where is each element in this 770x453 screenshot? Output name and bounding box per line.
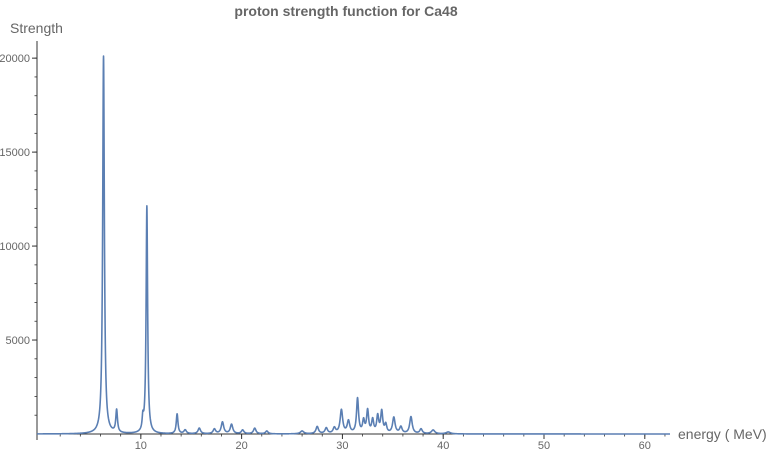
series-layer: [36, 55, 671, 435]
x-tick-label: 30: [336, 440, 348, 452]
x-axis-label: energy ( MeV): [678, 426, 767, 442]
x-axis: 10 20 30 40 50 60: [37, 433, 670, 452]
y-axis-label: Strength: [10, 20, 63, 36]
y-axis: 5000 10000 15000 20000: [0, 41, 38, 440]
x-tick-label: 50: [538, 440, 550, 452]
y-tick-label: 20000: [0, 53, 30, 65]
y-tick-label: 10000: [0, 241, 30, 253]
x-tick-label: 10: [135, 440, 147, 452]
x-tick-label: 60: [639, 440, 651, 452]
chart-title: proton strength function for Ca48: [234, 3, 457, 19]
y-tick-label: 15000: [0, 147, 30, 159]
y-tick-label: 5000: [6, 335, 30, 347]
series-line: [36, 55, 671, 435]
x-tick-label: 20: [235, 440, 247, 452]
x-tick-label: 40: [437, 440, 449, 452]
